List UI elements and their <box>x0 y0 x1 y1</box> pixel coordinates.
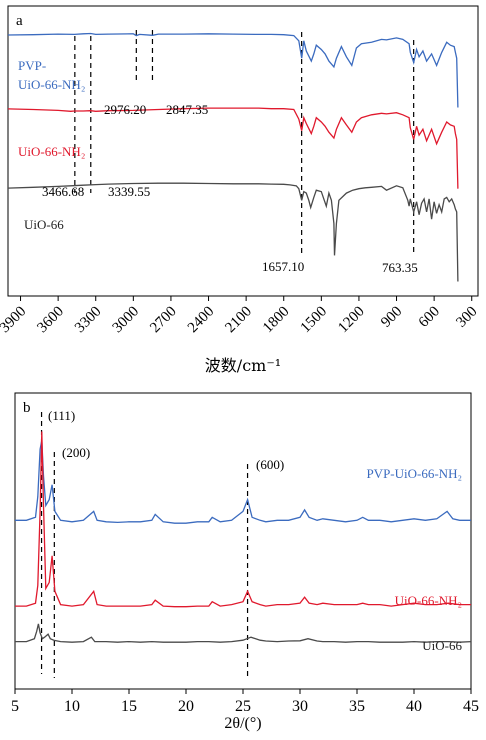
x-tick-label-1200: 1200 <box>335 304 368 337</box>
series-b-pvp-uio-66-nh <box>15 440 471 524</box>
x-tick-label-1500: 1500 <box>298 304 331 337</box>
x-tick-label-900: 900 <box>378 304 405 331</box>
x-tick-label-35: 35 <box>349 698 365 715</box>
panel-a-reference-lines <box>74 30 415 253</box>
x-tick-label-45: 45 <box>463 698 479 715</box>
annotation-3466: 3466.68 <box>42 184 84 199</box>
x-tick-label-3900: 3900 <box>0 304 29 337</box>
annotation-200: (200) <box>62 445 90 460</box>
label-b-uio: UiO-66 <box>422 638 462 653</box>
x-tick-label-3000: 3000 <box>110 304 143 337</box>
x-tick-label-3300: 3300 <box>72 304 105 337</box>
panel-b-frame <box>14 392 472 690</box>
panel-a-frame <box>7 5 479 297</box>
label-b-nh2: UiO-66-NH₂ <box>395 593 462 608</box>
series-b-uio-66-nh <box>15 431 471 608</box>
annotation-1657: 1657.10 <box>262 259 304 274</box>
x-tick-label-300: 300 <box>453 304 480 331</box>
label-a-pvp-line2: UiO-66-NH₂ <box>18 77 85 92</box>
annotation-763: 763.35 <box>382 260 418 275</box>
x-tick-label-25: 25 <box>235 698 251 715</box>
series-a-pvp-uio-66-nh <box>7 32 459 108</box>
x-tick-label-40: 40 <box>406 698 422 715</box>
panel-b-label: b <box>23 400 31 416</box>
panel-a-spectra <box>7 32 459 282</box>
series-a-uio-66-nh <box>7 107 459 189</box>
label-a-pvp-line1: PVP- <box>18 58 46 73</box>
label-b-pvp: PVP-UiO-66-NH₂ <box>366 466 462 481</box>
panel-b-x-axis-ticks: 5 10 15 20 25 30 35 40 45 <box>11 689 479 715</box>
annotation-3339: 3339.55 <box>108 184 150 199</box>
x-tick-label-600: 600 <box>416 304 443 331</box>
panel-a-x-axis-ticks: 3900 3600 3300 3000 2700 2400 2100 1800 1500 1200… <box>0 296 481 336</box>
x-tick-label-20: 20 <box>178 698 194 715</box>
panel-b-x-axis-title: 2θ/(°) <box>224 715 261 732</box>
x-tick-label-2100: 2100 <box>222 304 255 337</box>
panel-b-patterns <box>15 431 472 643</box>
x-tick-label-3600: 3600 <box>34 304 67 337</box>
annotation-2847: 2847.35 <box>166 102 208 117</box>
series-a-uio-66 <box>7 182 459 282</box>
x-tick-label-1800: 1800 <box>260 304 293 337</box>
panel-b-reference-lines <box>40 412 249 678</box>
panel-a-x-axis-title: 波数/cm⁻¹ <box>205 356 281 375</box>
panel-a-label: a <box>16 13 23 29</box>
annotation-2976: 2976.20 <box>104 102 146 117</box>
label-a-nh2: UiO-66-NH₂ <box>18 144 85 159</box>
x-tick-label-5: 5 <box>11 698 19 715</box>
x-tick-label-30: 30 <box>292 698 308 715</box>
x-tick-label-2400: 2400 <box>185 304 218 337</box>
annotation-600: (600) <box>256 457 284 472</box>
series-b-uio-66 <box>15 623 472 643</box>
label-a-uio: UiO-66 <box>24 217 64 232</box>
x-tick-label-15: 15 <box>121 698 137 715</box>
annotation-111: (111) <box>48 408 75 423</box>
x-tick-label-2700: 2700 <box>147 304 180 337</box>
x-tick-label-10: 10 <box>64 698 80 715</box>
